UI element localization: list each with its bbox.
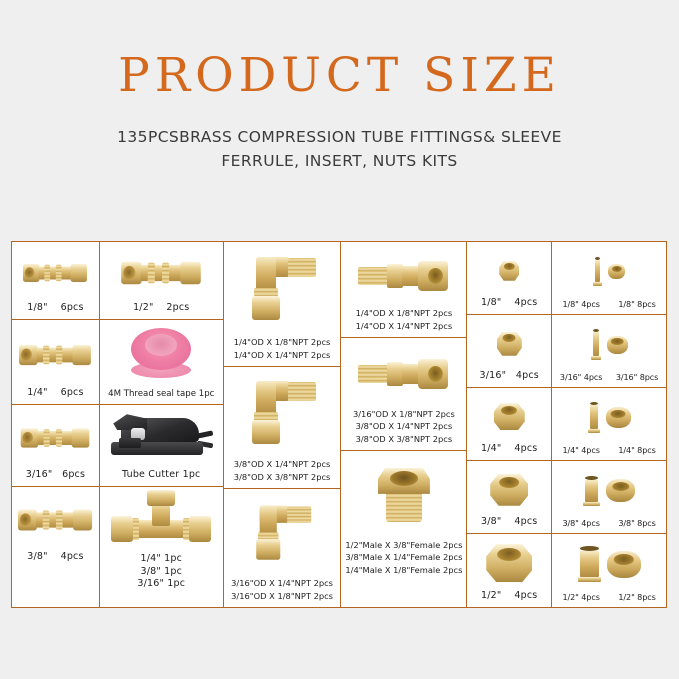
brass-union-coupling-icon [13, 489, 98, 551]
cell-label: 1/8" 6pcs [27, 302, 84, 314]
brass-sleeve-ferrule-icon [606, 479, 636, 503]
male-elbow-column: 1/4"OD X 1/8"NPT 2pcs 1/4"OD X 1/4"NPT 2… [223, 242, 342, 607]
brass-tube-insert-icon [593, 257, 603, 287]
brass-male-connector-icon [342, 244, 465, 307]
brass-tube-insert-icon [587, 402, 600, 434]
accessories-column: 1/2" 2pcs 4M Thread seal tape 1pc [99, 242, 224, 607]
sleeve-label: 1/4" 8pcs [618, 445, 656, 456]
sleeve-label: 1/2" 8pcs [618, 592, 656, 603]
brass-hex-bushing-icon [342, 453, 465, 539]
cell-label: 3/16" 4pcs [479, 370, 539, 382]
table-cell-connector-38: 3/16"OD X 1/8"NPT 2pcs 3/8"OD X 1/4"NPT … [341, 338, 467, 451]
brass-union-coupling-icon [13, 244, 98, 302]
page-subtitle: 135PCSBRASS COMPRESSION TUBE FITTINGS& S… [117, 128, 562, 171]
cell-label: 3/16"OD X 1/8"NPT 2pcs 3/8"OD X 1/4"NPT … [352, 408, 455, 444]
table-cell-nut-14: 1/4" 4pcs [467, 388, 552, 461]
sleeve-label: 3/16" 8pcs [615, 372, 659, 383]
cell-label: 1/8" 4pcs [481, 297, 538, 309]
brass-union-coupling-icon [13, 322, 98, 387]
table-cell-nut-12: 1/2" 4pcs [467, 534, 551, 607]
table-cell-elbow-14: 1/4"OD X 1/8"NPT 2pcs 1/4"OD X 1/4"NPT 2… [223, 242, 341, 367]
brass-male-connector-icon [342, 340, 465, 408]
brass-sleeve-ferrule-icon [608, 264, 626, 280]
cell-label: Tube Cutter 1pc [122, 469, 201, 481]
insert-label: 1/8" 4pcs [562, 299, 600, 310]
brass-hex-nut-icon [468, 463, 550, 516]
tube-cutter-icon [101, 407, 222, 469]
table-cell-insert-sleeve-12: 1/2" 4pcs 1/2" 8pcs [552, 534, 666, 607]
brass-union-coupling-icon [13, 407, 98, 469]
cell-label: 3/16" 6pcs [25, 469, 86, 481]
table-cell-insert-sleeve-316: 3/16" 4pcs 3/16" 8pcs [552, 315, 666, 388]
cell-label: 1/4" 6pcs [27, 387, 84, 399]
table-cell-elbow-316: 3/16"OD X 1/4"NPT 2pcs 3/16"OD X 1/8"NPT… [224, 489, 341, 607]
brass-tube-insert-icon [590, 329, 601, 361]
thread-seal-tape-icon [101, 322, 222, 389]
table-cell-union-316: 3/16" 6pcs [12, 405, 99, 487]
table-cell-tee-fitting: 1/4" 1pc 3/8" 1pc 3/16" 1pc [100, 487, 223, 607]
brass-male-elbow-icon [225, 491, 340, 577]
brass-sleeve-ferrule-icon [605, 407, 631, 429]
cell-label: 1/2" 2pcs [133, 302, 190, 314]
cell-label: 1/4" 4pcs [481, 443, 538, 455]
table-cell-nut-18: 1/8" 4pcs [467, 242, 552, 315]
table-cell-union-18: 1/8" 6pcs [12, 242, 99, 320]
male-connector-column: 1/4"OD X 1/8"NPT 2pcs 1/4"OD X 1/4"NPT 2… [341, 242, 468, 607]
brass-sleeve-ferrule-icon [606, 550, 641, 578]
table-cell-insert-sleeve-38: 3/8" 4pcs 3/8" 8pcs [552, 461, 666, 534]
cell-label: 3/8" 4pcs [27, 551, 84, 562]
cell-label: 3/16"OD X 1/4"NPT 2pcs 3/16"OD X 1/8"NPT… [231, 578, 333, 601]
brass-tube-insert-icon [583, 475, 601, 506]
compression-union-column: 1/8" 6pcs 1/4" 6pcs [12, 242, 100, 607]
product-size-table: 1/8" 6pcs 1/4" 6pcs [11, 241, 667, 608]
cell-label: 4M Thread seal tape 1pc [108, 388, 215, 399]
table-cell-insert-sleeve-14: 1/4" 4pcs 1/4" 8pcs [552, 388, 666, 461]
insert-label: 1/4" 4pcs [562, 445, 600, 456]
cell-label: 3/8"OD X 1/4"NPT 2pcs 3/8"OD X 3/8"NPT 2… [233, 459, 331, 482]
sleeve-label: 3/8" 8pcs [618, 518, 656, 529]
cell-label: 1/4" 1pc 3/8" 1pc 3/16" 1pc [137, 553, 186, 590]
table-cell-hex-bushing: 1/2"Male X 3/8"Female 2pcs 3/8"Male X 1/… [341, 451, 466, 607]
cell-label: 3/8" 4pcs [481, 516, 538, 528]
insert-label: 3/16" 4pcs [559, 372, 603, 383]
brass-sleeve-ferrule-icon [606, 335, 628, 354]
brass-hex-nut-icon [468, 536, 550, 590]
header: PRODUCT SIZE 135PCSBRASS COMPRESSION TUB… [0, 0, 679, 173]
page-title: PRODUCT SIZE [118, 48, 561, 103]
insert-label: 3/8" 4pcs [562, 518, 600, 529]
table-cell-elbow-38: 3/8"OD X 1/4"NPT 2pcs 3/8"OD X 3/8"NPT 2… [223, 367, 341, 489]
table-cell-nut-38: 3/8" 4pcs [467, 461, 552, 534]
table-cell-connector-14: 1/4"OD X 1/8"NPT 2pcs 1/4"OD X 1/4"NPT 2… [341, 242, 467, 338]
cell-label: 1/2"Male X 3/8"Female 2pcs 3/8"Male X 1/… [345, 539, 463, 575]
brass-tee-fitting-icon [101, 489, 222, 553]
table-cell-thread-seal-tape: 4M Thread seal tape 1pc [99, 320, 223, 405]
brass-male-elbow-icon [225, 369, 340, 458]
table-cell-union-14: 1/4" 6pcs [12, 320, 99, 405]
insert-and-sleeve-column: 1/8" 4pcs 1/8" 8pcs [552, 242, 666, 607]
brass-male-elbow-icon [225, 244, 340, 336]
brass-hex-nut-icon [468, 317, 550, 370]
cell-label: 1/4"OD X 1/8"NPT 2pcs 1/4"OD X 1/4"NPT 2… [355, 308, 453, 331]
brass-union-coupling-icon [101, 244, 222, 302]
brass-hex-nut-icon [468, 390, 550, 443]
table-cell-union-12: 1/2" 2pcs [99, 242, 223, 320]
cell-label: 1/4"OD X 1/8"NPT 2pcs 1/4"OD X 1/4"NPT 2… [233, 337, 331, 360]
insert-label: 1/2" 4pcs [562, 592, 600, 603]
brass-hex-nut-icon [468, 244, 550, 297]
cell-label: 1/2" 4pcs [481, 590, 538, 602]
compression-nut-column: 1/8" 4pcs 3/16" 4pcs 1/4" 4pcs 3/8" [467, 242, 553, 607]
table-cell-insert-sleeve-18: 1/8" 4pcs 1/8" 8pcs [552, 242, 666, 315]
sleeve-label: 1/8" 8pcs [618, 299, 656, 310]
table-cell-nut-316: 3/16" 4pcs [467, 315, 552, 388]
table-cell-union-38: 3/8" 4pcs [12, 487, 99, 607]
brass-tube-insert-icon [577, 546, 601, 583]
table-cell-tube-cutter: Tube Cutter 1pc [99, 405, 223, 487]
